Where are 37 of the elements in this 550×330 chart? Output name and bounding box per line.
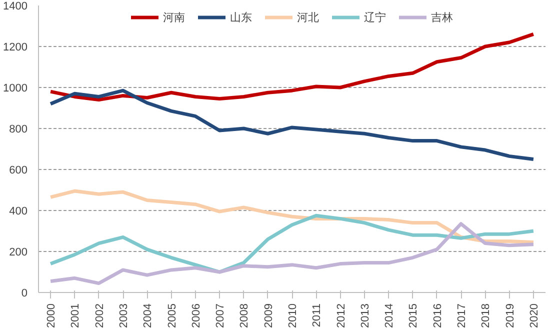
x-tick-label: 2004 [142,303,154,328]
x-tick-label: 2010 [287,303,299,328]
x-tick-label: 2016 [432,303,444,328]
x-tick-label: 2005 [166,303,178,328]
legend-label: 河南 [163,10,185,24]
y-tick-label: 1400 [3,0,28,12]
y-tick-label: 200 [9,246,28,258]
x-tick-label: 2008 [238,303,251,328]
legend-label: 河北 [297,10,319,24]
x-tick-label: 2017 [456,303,468,328]
x-tick-label: 2003 [118,303,130,328]
x-tick-label: 2015 [408,303,420,328]
x-tick-label: 2001 [70,303,82,328]
x-tick-label: 2011 [311,304,324,328]
y-tick-label: 1200 [3,42,28,54]
line-series [48,222,536,286]
x-tick-label: 2012 [335,303,348,328]
legend-label: 辽宁 [364,10,386,24]
y-tick-label: 400 [9,206,28,218]
x-tick-label: 2013 [359,303,372,328]
x-tick-label: 2014 [384,303,396,328]
y-tick-label: 600 [9,164,28,176]
x-tick-label: 2006 [190,303,202,328]
legend-label: 山东 [230,10,252,24]
x-tick-label: 2009 [262,303,275,328]
y-tick-label: 1000 [3,82,28,94]
line-series [48,32,536,102]
x-tick-label: 2018 [480,303,492,328]
legend-label: 吉林 [431,10,453,24]
y-tick-label: 0 [21,288,28,300]
x-tick-label: 2002 [94,303,106,328]
x-tick-label: 2019 [504,303,516,328]
line-series [48,88,536,161]
x-tick-label: 2000 [46,303,58,328]
x-tick-label: 2020 [528,303,540,328]
y-tick-label: 800 [9,124,28,136]
x-tick-label: 2007 [214,303,227,328]
